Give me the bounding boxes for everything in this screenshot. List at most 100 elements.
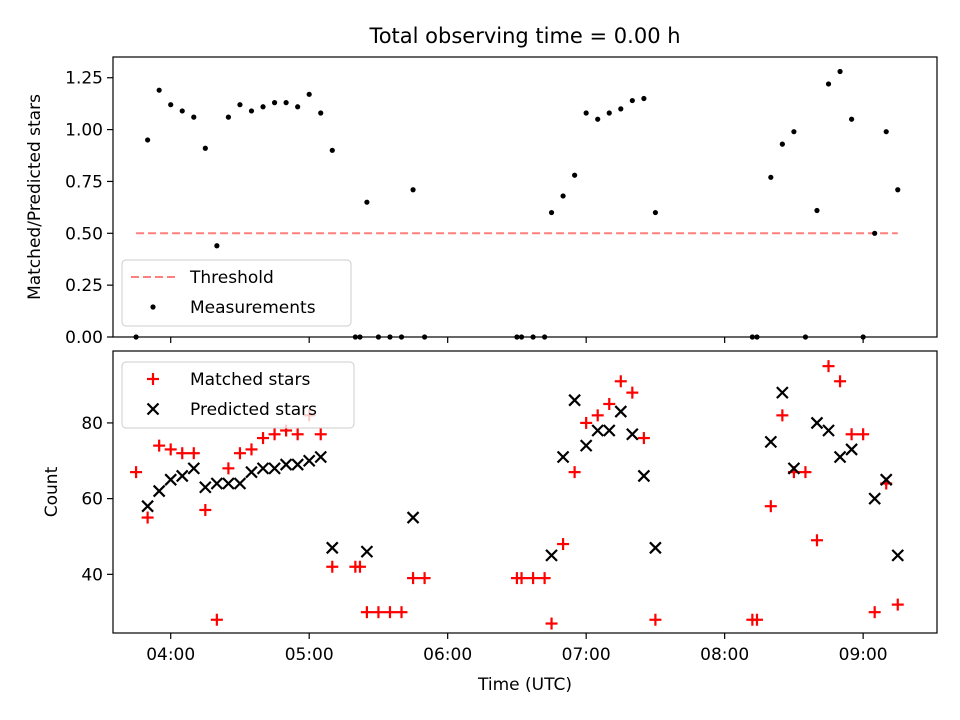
predicted-star-point	[637, 469, 651, 483]
predicted-star-point	[614, 405, 628, 418]
matched-star-point	[750, 613, 763, 626]
predicted-star-point-b	[210, 477, 224, 490]
bottom-x-tick-label: 08:00	[700, 645, 749, 665]
measurement-point	[560, 193, 566, 199]
measurement-point	[283, 100, 289, 106]
predicted-star-point	[845, 443, 858, 456]
matched-star-point	[868, 606, 881, 619]
measurement-point	[306, 91, 312, 97]
measurement-point	[225, 114, 232, 120]
bottom-plot-frame	[112, 350, 938, 634]
legend-predicted-marker	[146, 402, 160, 416]
predicted-star-point	[141, 499, 154, 513]
measurement-point	[271, 100, 278, 106]
matched-star-point	[187, 447, 200, 460]
predicted-star-point	[222, 477, 235, 490]
measurement-point	[895, 187, 901, 193]
matched-star-point	[418, 572, 431, 585]
bottom-x-tick-label: 06:00	[423, 645, 472, 665]
measurement-point	[883, 129, 889, 135]
legend-measurements-label: Measurements	[190, 298, 316, 318]
matched-star-point	[515, 572, 528, 585]
predicted-star-point	[868, 492, 881, 505]
top-plot-frame	[112, 56, 938, 338]
bottom-x-tick-label: 05:00	[285, 645, 334, 665]
predicted-star-point	[302, 454, 316, 468]
predicted-star-point	[360, 545, 374, 558]
predicted-star-point-b	[868, 492, 881, 505]
top-y-tick-label: 0.75	[65, 172, 103, 192]
predicted-star-point-b	[810, 416, 824, 430]
matched-star-point	[591, 409, 604, 422]
predicted-star-point	[602, 424, 616, 437]
bottom-y-tick-label: 80	[81, 414, 103, 434]
predicted-star-point	[626, 427, 639, 441]
predicted-star-point-b	[187, 462, 201, 475]
ratio-panel: Total observing time = 0.00 h Matched/Pr…	[25, 24, 938, 348]
bottom-y-ticks: 40 60 80	[81, 414, 113, 585]
x-axis-label: Time (UTC)	[477, 675, 572, 695]
predicted-star-point	[556, 450, 570, 464]
predicted-star-point	[175, 469, 189, 483]
predicted-star-point	[164, 473, 177, 486]
predicted-star-point	[591, 424, 604, 437]
top-y-tick-label: 0.50	[65, 224, 103, 244]
measurement-point	[791, 129, 797, 135]
predicted-star-point	[279, 458, 293, 471]
chart-title: Total observing time = 0.00 h	[368, 24, 680, 48]
top-y-tick-label: 1.25	[65, 69, 103, 89]
matched-star-point	[527, 572, 540, 585]
predicted-star-point	[579, 439, 593, 452]
matched-star-point	[314, 428, 327, 441]
predicted-star-point-b	[556, 450, 570, 464]
matched-star-point	[257, 432, 270, 445]
top-y-tick-label: 0.25	[65, 276, 103, 296]
predicted-star-point	[787, 462, 801, 475]
measurement-point	[572, 172, 578, 178]
predicted-star-point	[152, 484, 166, 498]
predicted-star-point-b	[325, 541, 339, 555]
measurement-point	[318, 110, 324, 116]
top-legend-box	[121, 259, 352, 327]
predicted-star-point-b	[614, 405, 628, 418]
matched-star-point	[141, 511, 154, 524]
predicted-star-point	[187, 462, 201, 475]
predicted-star-point	[406, 511, 420, 524]
matched-stars-points	[130, 360, 904, 630]
matched-star-point	[776, 409, 789, 422]
matched-star-point	[326, 560, 339, 573]
matched-star-point	[568, 466, 581, 479]
measurement-point	[583, 110, 589, 116]
predicted-star-point-b	[602, 424, 616, 437]
measurement-point	[872, 230, 878, 236]
legend-matched-label: Matched stars	[190, 370, 310, 390]
predicted-star-point-b	[776, 386, 789, 399]
predicted-star-point-b	[233, 477, 247, 490]
bottom-legend: Matched stars Predicted stars	[121, 361, 355, 429]
top-y-ticks: 0.00 0.25 0.50 0.75 1.00 1.25	[65, 69, 113, 348]
matched-star-point	[199, 503, 212, 516]
measurement-point	[364, 199, 370, 205]
predicted-star-point	[568, 393, 581, 407]
predicted-star-point-b	[152, 484, 166, 498]
predicted-star-point-b	[764, 435, 778, 449]
measurement-point	[779, 141, 785, 147]
measurement-point	[618, 106, 624, 112]
bottom-y-tick-label: 60	[81, 490, 103, 510]
measurement-point	[606, 110, 612, 116]
predicted-star-point-b	[579, 439, 593, 452]
predicted-star-point-b	[360, 545, 374, 558]
measurement-point	[641, 95, 647, 102]
matched-star-point	[383, 606, 396, 619]
top-x-ticks	[170, 337, 864, 343]
legend-threshold-label: Threshold	[189, 268, 274, 288]
matched-star-point	[268, 428, 281, 441]
legend-measurements-swatch	[150, 304, 156, 310]
matched-star-point	[764, 500, 777, 513]
legend-matched-swatch	[147, 373, 159, 385]
matched-star-point	[222, 462, 235, 475]
predicted-star-point	[649, 541, 662, 555]
measurement-point	[814, 207, 820, 214]
